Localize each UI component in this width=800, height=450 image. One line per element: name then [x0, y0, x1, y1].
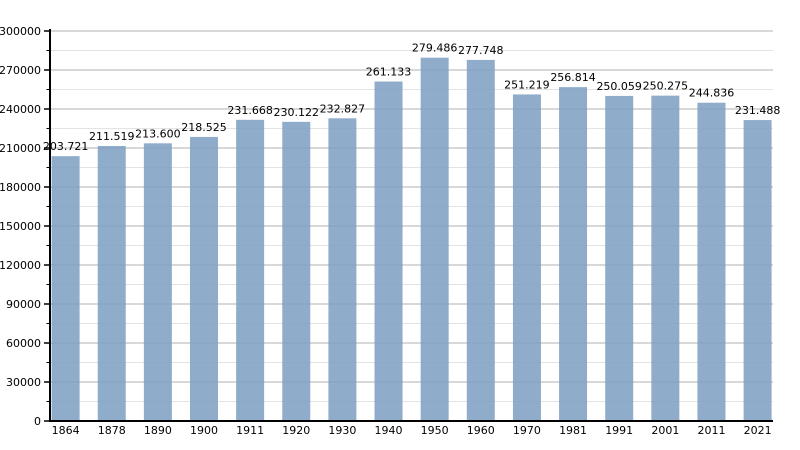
y-tick-label: 90000	[6, 298, 41, 311]
bar-1940	[374, 81, 403, 421]
x-tick-label: 1981	[559, 424, 587, 437]
y-tick-label: 120000	[0, 259, 41, 272]
y-tick-label: 60000	[6, 337, 41, 350]
bar-value-label: 231.488	[735, 104, 781, 117]
x-tick-label: 1920	[282, 424, 310, 437]
bar-2021	[743, 120, 772, 421]
x-tick-label: 2001	[651, 424, 679, 437]
y-tick-label: 300000	[0, 25, 41, 38]
bar-value-label: 218.525	[181, 121, 227, 134]
bar-2011	[697, 102, 726, 422]
bar-value-label: 231.668	[227, 104, 273, 117]
bar-1970	[512, 94, 541, 422]
bar-1890	[143, 143, 172, 421]
bar-value-label: 244.836	[689, 87, 735, 100]
x-tick-label: 1911	[236, 424, 264, 437]
bar-2001	[651, 95, 680, 421]
x-tick-label: 1900	[190, 424, 218, 437]
x-tick-label: 1890	[144, 424, 172, 437]
bar-1878	[97, 146, 126, 421]
y-tick-label: 0	[34, 415, 41, 428]
bar-value-label: 213.600	[135, 127, 181, 140]
y-tick-label: 210000	[0, 142, 41, 155]
bar-1950	[420, 57, 449, 421]
bar-value-label: 250.275	[643, 80, 689, 93]
bar-1960	[466, 59, 495, 421]
bar-1991	[605, 95, 634, 421]
bar-1864	[51, 156, 80, 421]
bar-1911	[236, 119, 265, 421]
bar-1900	[190, 136, 218, 422]
x-tick-label: 1864	[52, 424, 80, 437]
y-tick-label: 270000	[0, 64, 41, 77]
bar-value-label: 211.519	[89, 130, 135, 143]
bar-value-label: 261.133	[366, 66, 412, 79]
bar-value-label: 277.748	[458, 44, 504, 57]
y-tick-label: 150000	[0, 220, 41, 233]
x-tick-label: 2021	[744, 424, 772, 437]
x-tick-label: 1960	[467, 424, 495, 437]
x-tick-label: 1991	[605, 424, 633, 437]
x-tick-label: 1950	[421, 424, 449, 437]
bar-value-label: 279.486	[412, 42, 458, 55]
bar-1981	[559, 87, 588, 422]
x-tick-label: 1930	[328, 424, 356, 437]
x-tick-label: 2011	[697, 424, 725, 437]
bar-value-label: 230.122	[274, 106, 320, 119]
bar-value-label: 256.814	[550, 71, 596, 84]
bar-value-label: 203.721	[43, 140, 89, 153]
y-tick-label: 240000	[0, 103, 41, 116]
x-tick-label: 1940	[375, 424, 403, 437]
x-tick-label: 1970	[513, 424, 541, 437]
bar-1930	[328, 118, 357, 422]
y-tick-label: 180000	[0, 181, 41, 194]
bar-value-label: 251.219	[504, 78, 550, 91]
bar-1920	[282, 121, 311, 421]
y-tick-label: 30000	[6, 376, 41, 389]
bar-value-label: 250.059	[596, 80, 642, 93]
bar-value-label: 232.827	[320, 102, 366, 115]
x-tick-label: 1878	[98, 424, 126, 437]
